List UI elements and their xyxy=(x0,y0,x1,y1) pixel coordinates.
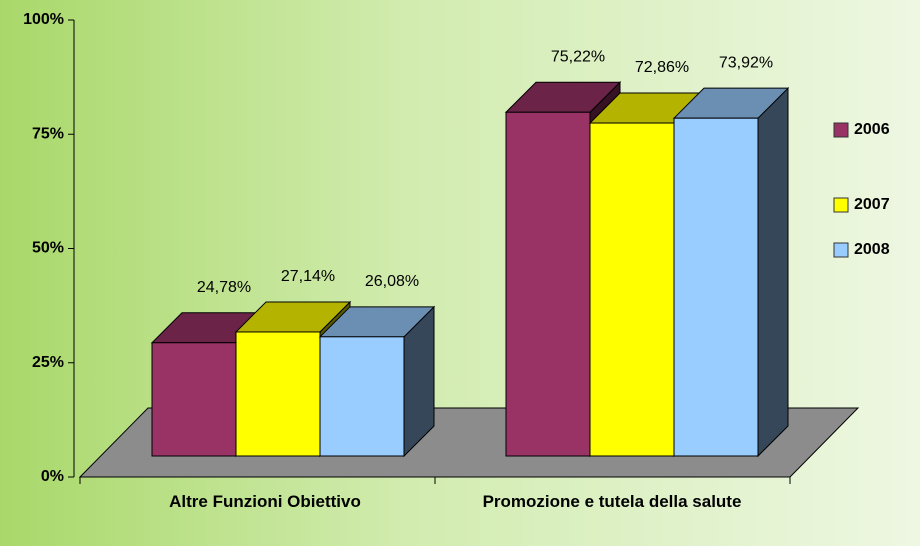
legend-label: 2007 xyxy=(854,196,890,213)
bar xyxy=(319,336,405,457)
bar xyxy=(673,117,759,457)
bar xyxy=(589,122,675,457)
y-tick-label: 0% xyxy=(41,468,64,485)
value-label: 75,22% xyxy=(551,48,605,65)
bar-side xyxy=(757,86,789,458)
y-tick-label: 75% xyxy=(32,125,64,142)
x-tick-label: Promozione e tutela della salute xyxy=(482,492,742,511)
x-tick-label: Altre Funzioni Obiettivo xyxy=(169,492,361,511)
y-tick-label: 25% xyxy=(32,354,64,371)
legend-label: 2008 xyxy=(854,241,890,258)
legend-swatch xyxy=(833,242,849,258)
legend-swatch xyxy=(833,122,849,138)
legend-swatch xyxy=(833,197,849,213)
value-label: 73,92% xyxy=(719,54,773,71)
y-tick-label: 100% xyxy=(23,11,64,28)
y-tick-label: 50% xyxy=(32,240,64,257)
bar xyxy=(235,331,321,457)
legend-label: 2006 xyxy=(854,121,890,138)
value-label: 72,86% xyxy=(635,59,689,76)
value-label: 24,78% xyxy=(197,279,251,296)
value-label: 27,14% xyxy=(281,268,335,285)
value-label: 26,08% xyxy=(365,273,419,290)
bar xyxy=(151,342,237,457)
bar xyxy=(505,111,591,457)
